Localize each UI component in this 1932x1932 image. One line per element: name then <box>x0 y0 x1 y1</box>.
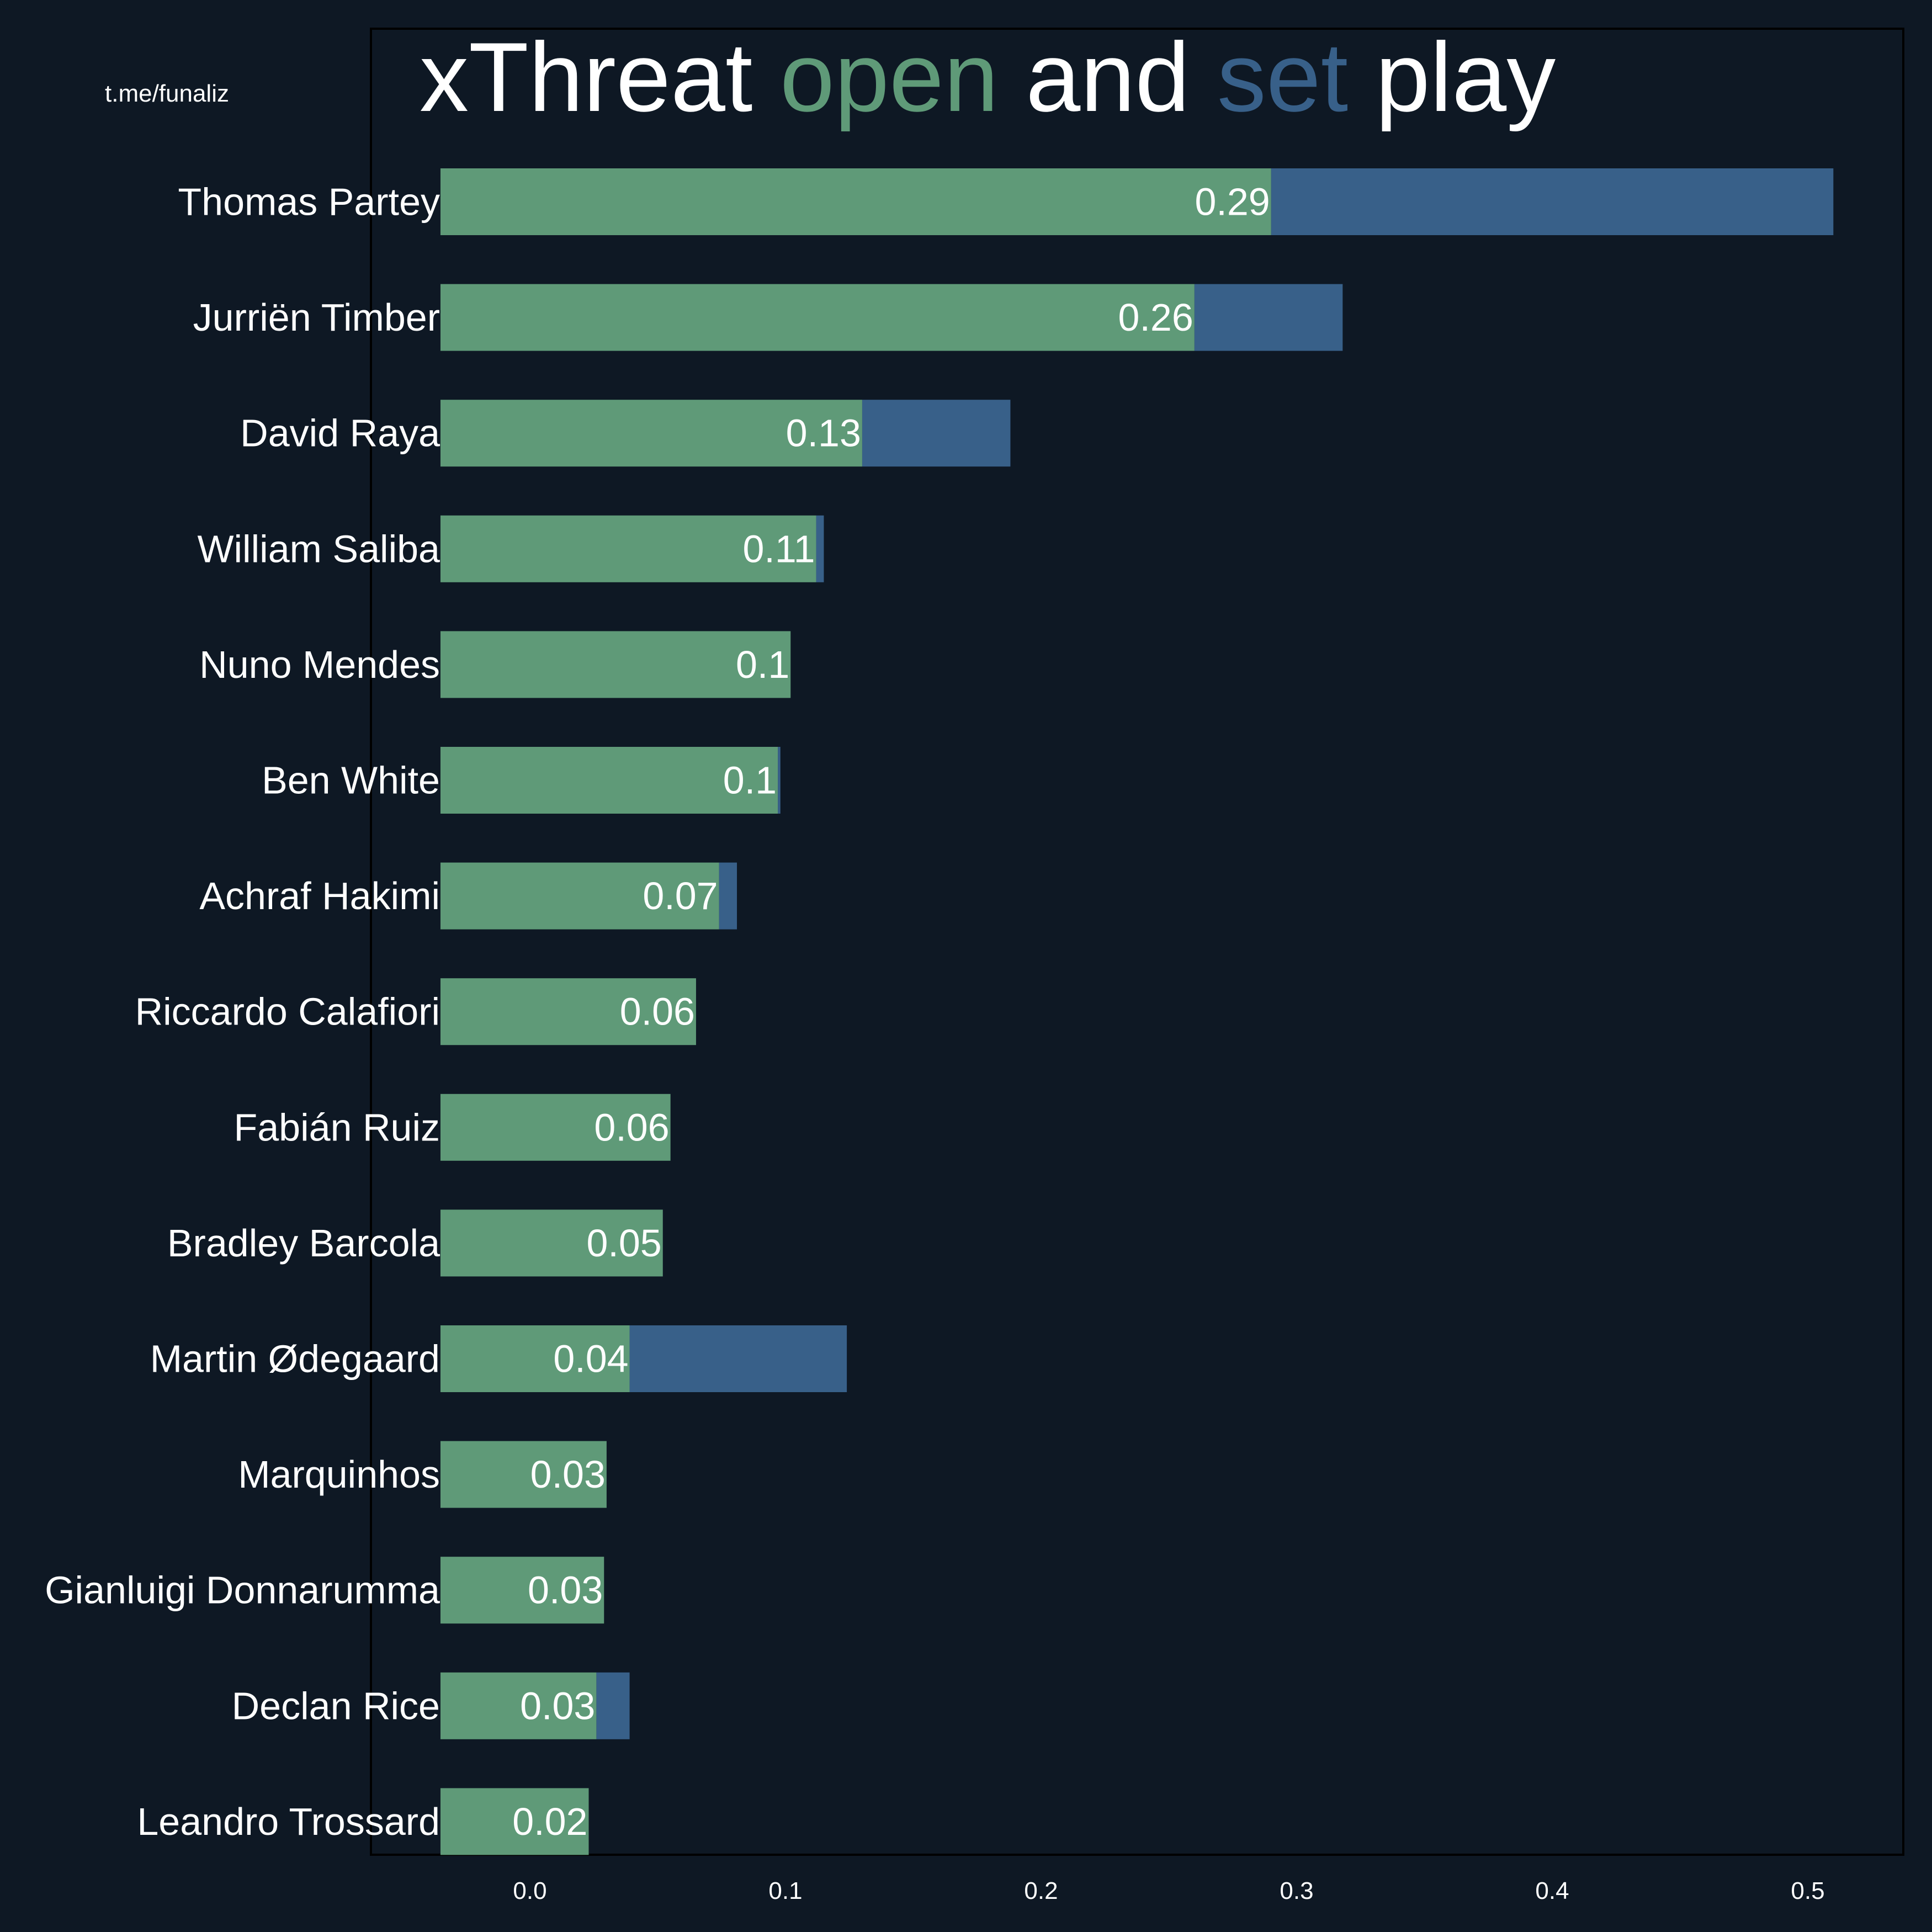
bar-open <box>440 284 1195 351</box>
title-set-word: set <box>1217 22 1349 132</box>
labels-layer: 0.29 Thomas Partey 0.26 Jurriën Timber 0.13 D… <box>45 181 1270 1843</box>
category-label: Bradley Barcola <box>167 1222 440 1265</box>
data-label: 0.06 <box>620 990 695 1033</box>
data-label: 0.11 <box>743 527 815 570</box>
category-label: Fabián Ruiz <box>233 1106 440 1149</box>
bar-open <box>440 1672 597 1739</box>
category-label: David Raya <box>240 412 440 455</box>
bar-open <box>440 1441 607 1508</box>
category-label: William Saliba <box>197 527 440 570</box>
data-label: 0.03 <box>520 1684 595 1727</box>
data-label: 0.03 <box>530 1453 606 1496</box>
data-label: 0.04 <box>553 1337 628 1381</box>
bar-open <box>440 168 1271 235</box>
bar-open <box>440 747 778 814</box>
bar-set <box>862 400 1011 467</box>
category-label: Gianluigi Donnarumma <box>45 1569 440 1612</box>
x-tick-label: 0.5 <box>1791 1877 1824 1904</box>
bar-set <box>1194 284 1343 351</box>
title-part-2: and <box>998 22 1217 132</box>
x-tick-label: 0.3 <box>1280 1877 1313 1904</box>
data-label: 0.03 <box>528 1569 603 1612</box>
x-tick-label: 0.1 <box>768 1877 802 1904</box>
category-label: Thomas Partey <box>178 181 440 224</box>
x-tick-label: 0.0 <box>513 1877 546 1904</box>
data-label: 0.13 <box>786 412 861 455</box>
category-label: Declan Rice <box>232 1684 440 1727</box>
category-label: Martin Ødegaard <box>150 1337 440 1381</box>
data-label: 0.05 <box>587 1222 662 1265</box>
title-part-1: xThreat <box>420 22 780 132</box>
bar-open <box>440 1325 630 1392</box>
bar-open <box>440 978 696 1045</box>
category-label: Leandro Trossard <box>137 1800 440 1843</box>
bar-set <box>596 1672 630 1739</box>
category-label: Ben White <box>262 759 440 802</box>
category-label: Nuno Mendes <box>199 643 440 686</box>
bar-set <box>629 1325 847 1392</box>
category-label: Achraf Hakimi <box>199 874 440 917</box>
bar-open <box>440 631 791 698</box>
data-label: 0.1 <box>723 759 777 802</box>
category-label: Riccardo Calafiori <box>135 990 440 1033</box>
ticks-layer: 0.0 0.1 0.2 0.3 0.4 0.5 <box>513 1877 1824 1904</box>
data-label: 0.06 <box>594 1106 669 1149</box>
bar-open <box>440 1094 671 1161</box>
bar-open <box>440 862 719 930</box>
category-label: Jurriën Timber <box>193 296 440 339</box>
bar-set <box>816 515 824 582</box>
bars-layer <box>440 168 1834 1855</box>
data-label: 0.26 <box>1118 296 1193 339</box>
bar-set <box>778 747 781 814</box>
credit-text: t.me/funaliz <box>105 80 229 107</box>
bar-open <box>440 400 862 467</box>
data-label: 0.02 <box>512 1800 587 1843</box>
title-open-word: open <box>779 22 999 132</box>
x-tick-label: 0.4 <box>1535 1877 1569 1904</box>
data-label: 0.07 <box>643 874 718 917</box>
bar-set <box>1271 168 1834 235</box>
bar-open <box>440 1788 589 1855</box>
bar-open <box>440 1209 663 1277</box>
bar-set <box>719 862 737 930</box>
x-tick-label: 0.2 <box>1024 1877 1058 1904</box>
category-label: Marquinhos <box>238 1453 440 1496</box>
plot-frame <box>370 28 1904 1856</box>
chart-title: xThreat open and set play <box>420 22 1556 132</box>
data-label: 0.29 <box>1195 181 1270 224</box>
bar-open <box>440 1557 604 1624</box>
data-label: 0.1 <box>736 643 789 686</box>
bar-open <box>440 515 816 582</box>
title-part-3: play <box>1348 22 1556 132</box>
